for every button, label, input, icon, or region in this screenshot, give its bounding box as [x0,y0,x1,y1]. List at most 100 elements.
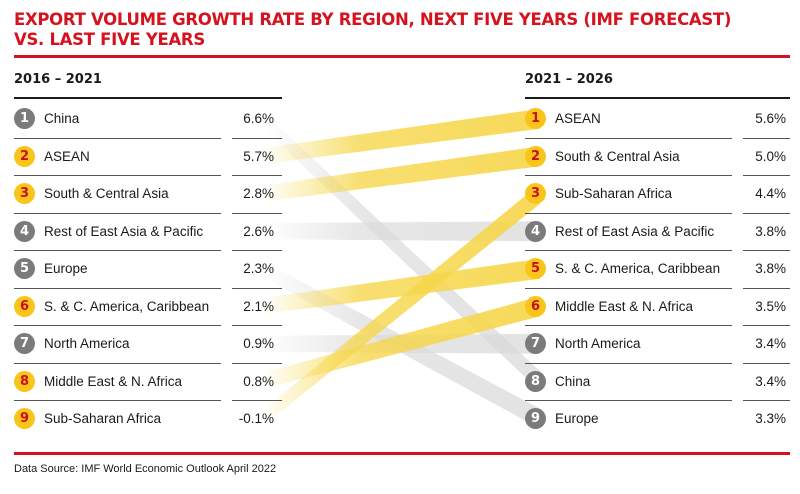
right-row: 6 Middle East & N. Africa 3.5% [525,288,790,326]
row-divider [232,362,282,364]
footer-rule [14,452,790,455]
growth-value: 5.0% [755,148,786,164]
left-row: 5 Europe 2.3% [14,250,282,288]
left-row: 9 Sub-Saharan Africa -0.1% [14,400,282,438]
row-divider [14,362,221,364]
row-divider [525,400,732,401]
growth-value: 0.9% [243,336,274,351]
flow-band-s-c-america-caribbean [262,258,540,315]
region-name: Middle East & N. Africa [555,298,694,314]
region-name: Sub-Saharan Africa [44,411,162,426]
growth-value: 5.6% [755,111,786,126]
row-divider [743,362,790,364]
growth-value: -0.1% [238,411,274,426]
flow-band-rest-of-east-asia-pacific [262,221,540,242]
rank-badge: 8 [14,370,35,392]
row-divider [743,287,790,289]
rank-badge: 9 [14,408,35,429]
region-name: North America [44,336,130,351]
rank-badge: 4 [14,220,35,242]
rank-badge: 2 [14,145,35,167]
rank-badge: 5 [14,258,35,279]
growth-value: 3.4% [755,336,786,351]
growth-value: 3.4% [755,373,786,389]
rank-badge: 4 [525,220,546,242]
rank-badge: 1 [14,108,35,129]
rank-badge: 2 [525,145,546,167]
growth-value: 3.8% [755,261,786,276]
growth-value: 5.7% [243,148,274,164]
row-divider [232,175,282,176]
growth-value: 0.8% [243,373,274,389]
left-row: 7 North America 0.9% [14,325,282,363]
left-row: 6 S. & C. America, Caribbean 2.1% [14,288,282,326]
data-source: Data Source: IMF World Economic Outlook … [14,463,277,475]
rank-badge: 5 [525,258,546,279]
row-divider [525,212,732,214]
region-name: Europe [555,411,599,426]
row-divider [232,287,282,289]
region-name: S. & C. America, Caribbean [555,261,721,276]
row-divider [232,325,282,326]
region-name: S. & C. America, Caribbean [44,298,210,314]
left-row: 3 South & Central Asia 2.8% [14,175,282,213]
rank-badge: 7 [525,333,546,354]
row-divider [232,250,282,251]
region-name: ASEAN [44,148,90,164]
left-header-rule [14,97,282,99]
region-name: North America [555,336,641,351]
right-row: 7 North America 3.4% [525,325,790,363]
row-divider [525,137,732,139]
growth-value: 2.3% [243,261,274,276]
region-name: Middle East & N. Africa [44,373,183,389]
left-row: 1 China 6.6% [14,100,282,138]
row-divider [14,212,221,214]
right-header-rule [525,97,790,99]
left-period-header: 2016 – 2021 [14,72,102,87]
rank-badge: 9 [525,408,546,429]
row-divider [743,325,790,326]
row-divider [14,400,221,401]
growth-value: 6.6% [243,111,274,126]
growth-value: 3.8% [755,223,786,239]
flow-band-sub-saharan-africa [262,183,540,427]
region-name: ASEAN [555,111,601,126]
growth-value: 3.3% [755,411,786,426]
region-name: South & Central Asia [555,148,680,164]
row-divider [525,250,732,251]
row-divider [232,400,282,401]
region-name: Sub-Saharan Africa [555,186,673,201]
right-row: 1 ASEAN 5.6% [525,100,790,138]
growth-value: 2.6% [243,223,274,239]
right-row: 9 Europe 3.3% [525,400,790,438]
left-row: 2 ASEAN 5.7% [14,138,282,176]
rank-badge: 6 [14,295,35,317]
region-name: China [44,111,80,126]
right-row: 3 Sub-Saharan Africa 4.4% [525,175,790,213]
growth-value: 2.1% [243,298,274,314]
left-row: 4 Rest of East Asia & Pacific 2.6% [14,213,282,251]
growth-value: 3.5% [755,298,786,314]
row-divider [743,400,790,401]
flow-band-south-central-asia [262,146,540,202]
row-divider [743,250,790,251]
row-divider [525,325,732,326]
row-divider [14,287,221,289]
title-rule [14,55,790,58]
right-row: 4 Rest of East Asia & Pacific 3.8% [525,213,790,251]
rank-badge: 6 [525,295,546,317]
right-row: 2 South & Central Asia 5.0% [525,138,790,176]
region-name: South & Central Asia [44,186,169,201]
row-divider [14,137,221,139]
row-divider [525,362,732,364]
row-divider [232,212,282,214]
growth-value: 2.8% [243,186,274,201]
region-name: Rest of East Asia & Pacific [555,223,715,239]
right-row: 5 S. & C. America, Caribbean 3.8% [525,250,790,288]
rank-badge: 3 [525,183,546,204]
rank-badge: 1 [525,108,546,129]
row-divider [743,137,790,139]
chart-title-line-1: EXPORT VOLUME GROWTH RATE BY REGION, NEX… [14,10,732,29]
row-divider [525,287,732,289]
chart-title-line-2: VS. LAST FIVE YEARS [14,30,205,49]
